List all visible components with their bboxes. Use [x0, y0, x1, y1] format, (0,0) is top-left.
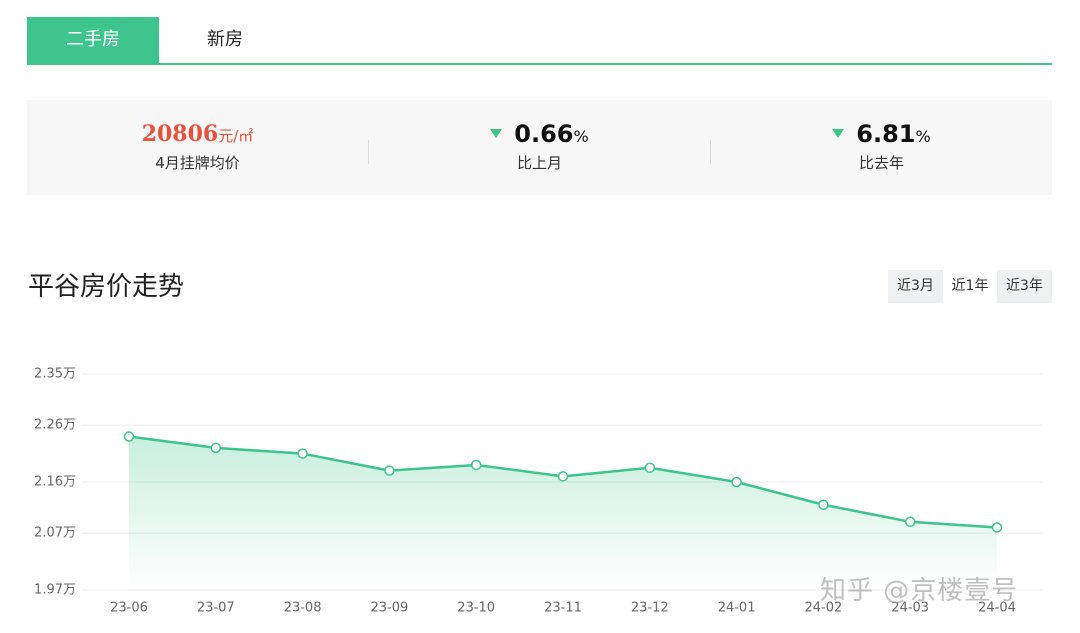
- tab[interactable]: 新房: [207, 29, 243, 50]
- y-tick-label: 2.07万: [34, 526, 76, 541]
- point: [210, 442, 222, 454]
- x-tick-label: 23-12: [631, 601, 669, 616]
- point: [904, 516, 916, 528]
- point: [557, 471, 569, 482]
- area: [129, 436, 997, 590]
- x-tick-label: 23-11: [544, 601, 582, 616]
- x-tick-label: 23-06: [110, 601, 148, 616]
- stat-value: 20806: [141, 121, 219, 147]
- point: [991, 522, 1003, 533]
- stat: 20806元/㎡ 4月挂牌均价: [27, 118, 368, 173]
- down-arrow: [832, 128, 845, 138]
- point: [644, 462, 656, 474]
- stat: 0.66% 比上月: [369, 118, 710, 173]
- range-button[interactable]: 近3年: [997, 270, 1052, 303]
- x-tick-label: 23-08: [284, 601, 322, 616]
- x-tick-label: 24-03: [891, 601, 929, 616]
- x-tick-label: 23-07: [197, 601, 235, 616]
- range-button[interactable]: 近3月: [888, 270, 943, 303]
- point: [384, 465, 395, 476]
- x-tick-label: 24-02: [805, 601, 843, 616]
- stat-label: 比上月: [516, 154, 562, 172]
- x-tick-label: 23-09: [371, 601, 409, 616]
- chart-title: 平谷房价走势: [28, 272, 185, 302]
- x-tick-label: 23-10: [457, 601, 495, 616]
- point: [297, 448, 308, 459]
- range-button[interactable]: 近1年: [945, 270, 995, 303]
- point: [731, 476, 742, 488]
- stat-value: 6.81: [856, 120, 916, 148]
- down-arrow: [490, 128, 503, 138]
- stat: 6.81% 比去年: [711, 118, 1052, 173]
- stat-label: 4月挂牌均价: [155, 154, 240, 172]
- point: [470, 459, 482, 471]
- point: [123, 431, 135, 442]
- watermark: 知乎 @京楼壹号: [820, 576, 1019, 606]
- y-tick-label: 2.26万: [34, 418, 76, 433]
- tab[interactable]: 二手房: [27, 17, 159, 63]
- x-tick-label: 24-04: [978, 601, 1016, 616]
- stat-unit: %: [573, 127, 589, 146]
- stat-label: 比去年: [858, 154, 904, 172]
- divider: [710, 140, 711, 164]
- stat-unit: 元/㎡: [218, 127, 254, 145]
- y-tick-label: 2.35万: [34, 367, 76, 382]
- divider: [368, 140, 369, 164]
- y-tick-label: 1.97万: [34, 583, 76, 598]
- stat-value: 0.66: [514, 120, 574, 148]
- y-tick-label: 2.16万: [34, 475, 76, 490]
- x-tick-label: 24-01: [718, 601, 756, 616]
- stat-unit: %: [915, 127, 931, 146]
- stats-panel: 20806元/㎡ 4月挂牌均价 0.66% 比上月 6.81% 比去年: [27, 100, 1052, 195]
- point: [818, 499, 829, 510]
- tab-underline: [27, 63, 1052, 65]
